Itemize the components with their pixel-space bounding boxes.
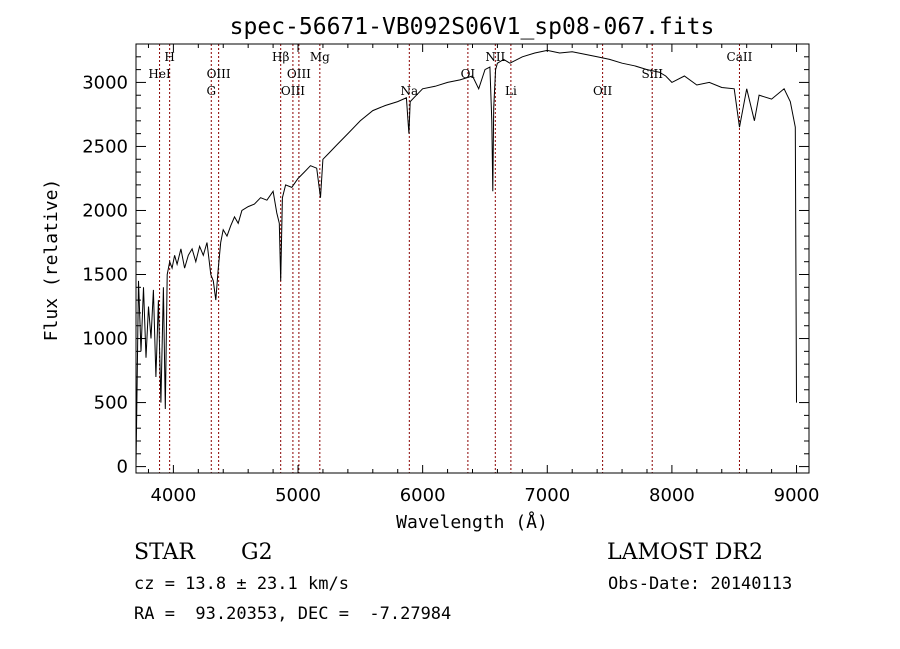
y-axis-label: Flux (relative) — [41, 179, 62, 342]
line-marker-label-9: OI — [461, 67, 476, 81]
y-tick-label-1: 500 — [94, 393, 128, 414]
redshift-text: cz = 13.8 ± 23.1 km/s — [134, 574, 349, 594]
chart-title: spec-56671-VB092S06V1_sp08-067.fits — [230, 14, 715, 40]
x-tick-label-2: 6000 — [400, 485, 446, 506]
star-subclass-label: G2 — [241, 540, 273, 565]
spectrum-series-line — [135, 49, 797, 467]
y-tick-label-6: 3000 — [82, 72, 128, 93]
survey-label: LAMOST DR2 — [607, 540, 763, 565]
line-marker-label-6: OIII — [287, 67, 311, 81]
x-tick-label-1: 5000 — [275, 485, 321, 506]
line-marker-label-14: CaII — [727, 50, 753, 64]
x-tick-label-3: 7000 — [524, 485, 570, 506]
axis-ticks: 4000 5000 6000 7000 8000 9000 0 500 1000 1500 2000… — [82, 44, 819, 506]
line-marker-label-3: OIII — [207, 67, 231, 81]
y-tick-label-4: 2000 — [82, 200, 128, 221]
line-markers: HeI H G OIII Hβ OIII OIII Mg Na OI NII Li OII SiII CaI… — [148, 44, 753, 473]
line-marker-label-7: Mg — [310, 50, 330, 64]
x-tick-label-4: 8000 — [649, 485, 695, 506]
line-marker-label-0: HeI — [148, 67, 171, 81]
line-marker-label-11: Li — [505, 84, 517, 98]
line-marker-label-12: OII — [593, 84, 613, 98]
line-marker-label-10: NII — [485, 50, 505, 64]
line-marker-label-1: H — [164, 50, 174, 64]
coordinates-text: RA = 93.20353, DEC = -7.27984 — [134, 604, 452, 624]
star-class-label: STAR — [134, 540, 195, 565]
line-marker-label-2: G — [206, 84, 216, 98]
line-marker-label-4: Hβ — [272, 50, 289, 64]
y-tick-label-3: 1500 — [82, 265, 128, 286]
y-tick-label-5: 2500 — [82, 136, 128, 157]
line-marker-label-8: Na — [400, 84, 418, 98]
line-marker-label-5: OIII — [281, 84, 305, 98]
x-axis-label: Wavelength (Å) — [396, 511, 548, 533]
y-tick-label-2: 1000 — [82, 329, 128, 350]
x-tick-label-5: 9000 — [774, 485, 820, 506]
line-marker-label-13: SiII — [641, 67, 663, 81]
plot-frame — [135, 43, 810, 474]
x-tick-label-0: 4000 — [150, 485, 196, 506]
obs-date-text: Obs-Date: 20140113 — [608, 574, 793, 594]
y-tick-label-0: 0 — [117, 457, 128, 478]
